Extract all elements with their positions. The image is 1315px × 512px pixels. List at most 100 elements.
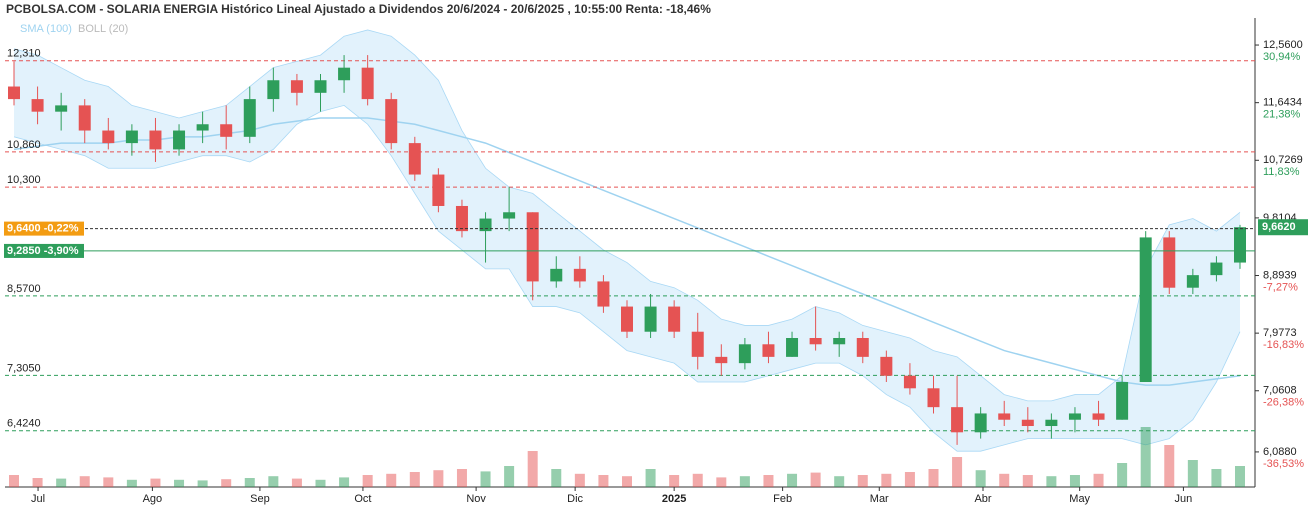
volume-bar: [409, 472, 420, 487]
candle-body: [1210, 262, 1223, 276]
candle-body: [125, 130, 138, 144]
candle-body: [856, 338, 869, 357]
last-price-box: [1258, 219, 1308, 236]
volume-bar: [692, 473, 703, 487]
candle-body: [173, 130, 186, 150]
volume-bar: [456, 469, 467, 487]
candle-body: [1234, 227, 1246, 263]
volume-bar: [787, 473, 798, 487]
volume-bar: [221, 479, 232, 487]
candle-body: [762, 344, 775, 357]
x-tick-label: 2025: [662, 493, 686, 505]
volume-bar: [9, 475, 19, 487]
volume-bar: [433, 470, 444, 487]
x-tick-label: Dic: [567, 493, 583, 505]
candle-body: [102, 130, 115, 144]
candle-body: [809, 338, 822, 345]
volume-bar: [1022, 475, 1033, 487]
x-tick-label: Jun: [1175, 493, 1193, 505]
volume-bar: [126, 479, 137, 487]
candle-body: [479, 218, 492, 232]
candle-body: [644, 306, 657, 332]
volume-bar: [79, 476, 90, 487]
volume-bar: [834, 476, 845, 487]
volume-bar: [504, 466, 515, 487]
tag-label: 9,2850 -3,90%: [7, 245, 79, 257]
volume-bar: [551, 469, 562, 487]
volume-bar: [268, 476, 279, 487]
y-tick-label: 10,7269: [1263, 154, 1303, 166]
bollinger-line: [13, 29, 1241, 402]
sma-line: [13, 117, 1241, 386]
volume-bar: [291, 478, 302, 487]
tag-box: [4, 243, 84, 258]
volume-bar: [1069, 475, 1080, 487]
bollinger-line: [13, 104, 1241, 452]
y-tick-pct: -7,27%: [1263, 281, 1298, 293]
x-tick-label: May: [1069, 493, 1090, 505]
level-label: 7,3050: [7, 362, 41, 374]
volume-bar: [881, 473, 892, 487]
volume-bar: [32, 478, 43, 487]
volume-bar: [1046, 476, 1057, 487]
candle-body: [408, 143, 421, 175]
volume-bar: [952, 457, 963, 487]
candle-body: [503, 212, 516, 219]
volume-bar: [928, 469, 939, 487]
volume-bar: [1117, 463, 1128, 487]
candle-body: [1068, 413, 1081, 420]
candle-body: [1116, 382, 1129, 420]
candle-body: [243, 99, 256, 137]
candle-body: [1021, 419, 1034, 427]
candle-body: [361, 67, 374, 100]
y-tick-label: 12,5600: [1263, 39, 1303, 51]
candle-body: [951, 407, 964, 433]
candle-body: [55, 105, 68, 112]
level-label: 10,860: [7, 139, 41, 151]
last-price-label: 9,6620: [1262, 221, 1296, 233]
volume-bar: [645, 469, 656, 487]
y-tick-label: 7,9773: [1263, 327, 1297, 339]
volume-bar: [480, 471, 491, 487]
volume-bar: [1140, 427, 1151, 487]
volume-bar: [574, 473, 585, 487]
candle-body: [974, 413, 987, 433]
candle-body: [833, 338, 846, 345]
candle-body: [597, 281, 610, 307]
volume-bar: [527, 451, 538, 487]
volume-bar: [1235, 466, 1245, 487]
x-tick-label: Oct: [354, 493, 371, 505]
candle-body: [8, 86, 20, 100]
volume-bar: [150, 478, 161, 487]
y-tick-pct: 11,83%: [1263, 166, 1300, 178]
volume-bar: [716, 477, 727, 487]
volume-bar: [739, 476, 750, 487]
volume-bar: [622, 476, 632, 487]
candle-body: [455, 205, 468, 232]
candle-body: [738, 344, 751, 364]
y-tick-pct: -16,83%: [1263, 339, 1304, 351]
y-tick-label: 7,0608: [1263, 385, 1297, 397]
y-tick-label: 11,6434: [1263, 97, 1302, 109]
volume-bar: [1211, 469, 1222, 487]
candle-body: [786, 338, 799, 357]
candle-body: [903, 375, 916, 389]
candle-body: [78, 105, 91, 131]
candle-body: [550, 268, 563, 282]
level-label: 10,300: [7, 174, 41, 186]
volume-bar: [810, 472, 821, 487]
candle-body: [385, 99, 398, 144]
volume-bar: [56, 478, 67, 487]
volume-bar: [904, 472, 915, 487]
candle-body: [668, 306, 681, 332]
candle-body: [290, 80, 303, 93]
tag-box: [4, 221, 84, 236]
level-label: 8,5700: [7, 283, 41, 295]
volume-bar: [244, 478, 255, 487]
y-tick-pct: -26,38%: [1263, 397, 1304, 409]
volume-bar: [386, 473, 397, 487]
candle-body: [31, 99, 44, 112]
y-tick-pct: 21,38%: [1263, 109, 1301, 121]
volume-bar: [339, 477, 350, 487]
volume-bar: [1164, 445, 1175, 487]
